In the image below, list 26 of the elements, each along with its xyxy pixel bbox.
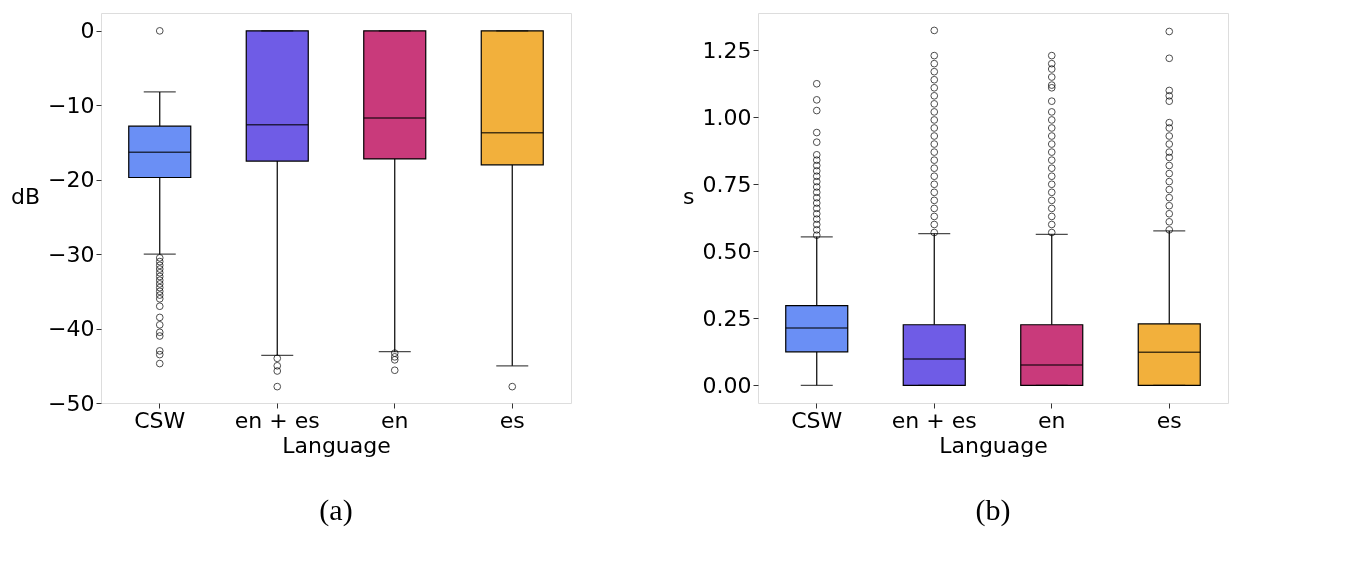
x-axis-title: Language xyxy=(282,432,391,458)
x-tick-label: CSW xyxy=(791,407,843,433)
y-tick-label: 0.75 xyxy=(702,171,752,197)
x-tick-label: es xyxy=(1156,407,1182,433)
y-tick-label: 0 xyxy=(80,18,95,44)
y-tick-label: 0.50 xyxy=(702,238,752,264)
y-tick-label: −40 xyxy=(48,316,95,342)
text: (a) xyxy=(319,493,353,527)
x-tick-label: en + es xyxy=(234,407,320,433)
text: (b) xyxy=(975,493,1011,527)
y-tick-label: 0.25 xyxy=(702,305,752,331)
x-tick-label: es xyxy=(499,407,525,433)
y-axis-title: dB xyxy=(11,183,41,209)
x-tick-label: en xyxy=(1038,407,1066,433)
y-tick-label: −10 xyxy=(48,92,95,118)
y-tick-label: −20 xyxy=(48,167,95,193)
x-tick-label: CSW xyxy=(134,407,186,433)
x-tick-label: en + es xyxy=(891,407,977,433)
y-tick-label: −30 xyxy=(48,241,95,267)
y-tick-label: 1.00 xyxy=(702,104,752,130)
y-tick-label: 0.00 xyxy=(702,372,752,398)
y-axis-title: s xyxy=(683,183,695,209)
x-tick-label: en xyxy=(381,407,409,433)
y-tick-label: −50 xyxy=(48,390,95,416)
x-axis-title: Language xyxy=(939,432,1048,458)
y-tick-label: 1.25 xyxy=(702,37,752,63)
